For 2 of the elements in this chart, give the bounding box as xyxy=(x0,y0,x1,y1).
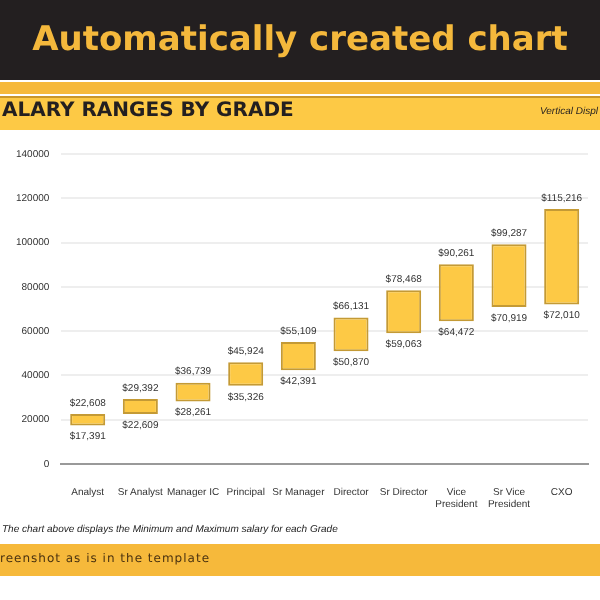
text: Automatically created chart xyxy=(0,0,600,80)
chart-title: ALARY RANGES BY GRADE xyxy=(2,100,294,122)
